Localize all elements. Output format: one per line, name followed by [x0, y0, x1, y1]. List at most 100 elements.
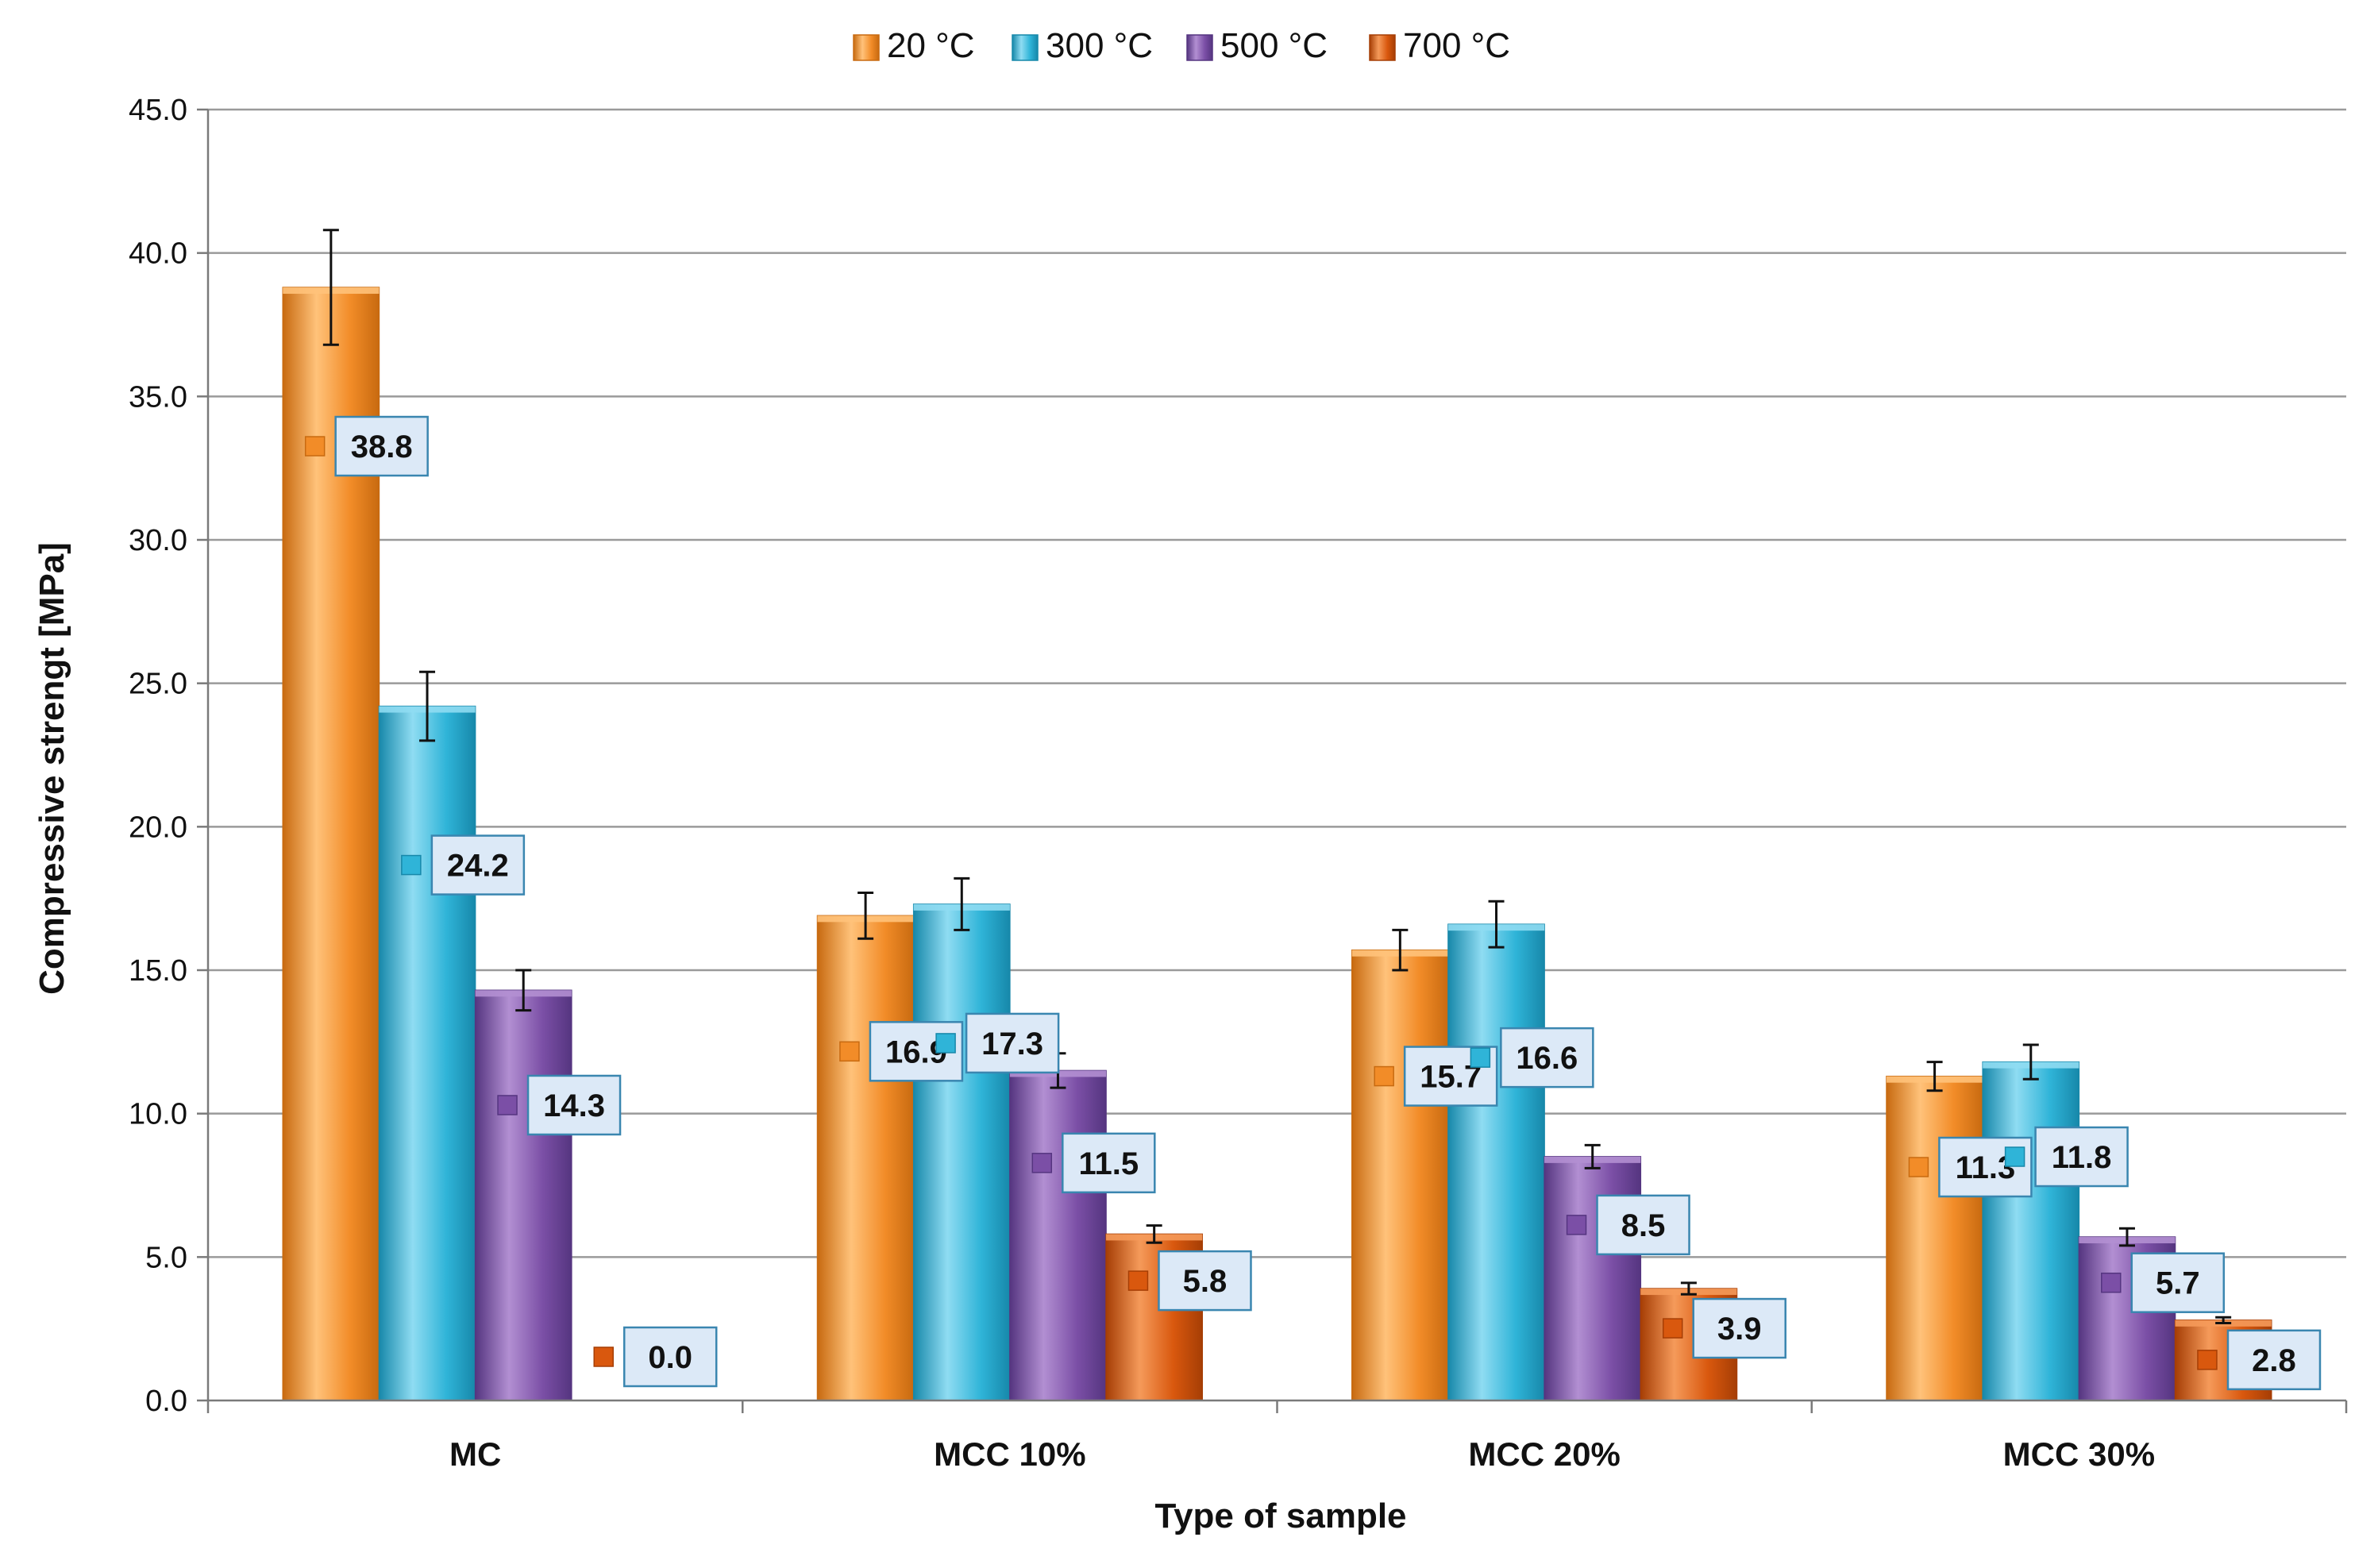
y-tick-label: 40.0	[129, 237, 187, 271]
y-tick-label: 45.0	[129, 94, 187, 127]
data-label: 5.7	[2101, 1252, 2226, 1313]
data-label-box	[526, 1074, 622, 1136]
data-label: 15.7	[1374, 1046, 1498, 1107]
legend-item: 300 °C	[1012, 26, 1153, 65]
data-label-text: 0.0	[648, 1340, 692, 1375]
y-tick-label: 15.0	[129, 954, 187, 988]
legend: 20 °C 300 °C 500 °C 700 °C	[853, 26, 1510, 65]
bar	[474, 989, 572, 1401]
data-label-box	[965, 1012, 1060, 1074]
x-category-label: MCC 20%	[1468, 1435, 1620, 1473]
data-label: 8.5	[1566, 1194, 1690, 1256]
data-label-box	[2034, 1126, 2129, 1188]
data-label: 38.8	[304, 415, 429, 477]
y-axis-ticks: 0.0 5.0 10.0 15.0 20.0 25.0 30.0 35.0 40.0 45.0	[129, 94, 208, 1418]
data-label: 5.8	[1127, 1250, 1252, 1312]
data-label-box	[1062, 1132, 1156, 1194]
data-label-box	[622, 1326, 718, 1388]
data-label-box	[1158, 1250, 1252, 1312]
data-label-box	[2226, 1329, 2322, 1391]
legend-swatch	[1186, 34, 1213, 61]
data-label: 3.9	[1662, 1297, 1786, 1359]
data-label-marker	[1470, 1047, 1491, 1068]
error-bars	[322, 229, 2232, 1324]
data-label-marker	[401, 854, 422, 876]
data-label-box	[1500, 1027, 1594, 1088]
data-label-marker	[2101, 1272, 2122, 1293]
data-label-marker	[1031, 1153, 1053, 1173]
data-label-marker	[1566, 1215, 1587, 1235]
bar	[1544, 1156, 1642, 1401]
data-labels: 38.816.915.711.324.217.3 16.611.814.311.5…	[304, 415, 2322, 1391]
data-label-box	[334, 415, 429, 477]
legend-swatch	[1012, 34, 1039, 61]
y-tick-label: 25.0	[129, 668, 187, 701]
data-label-text: 5.7	[2156, 1266, 2200, 1301]
data-label-text: 8.5	[1621, 1208, 1666, 1243]
y-tick-label: 5.0	[145, 1241, 187, 1274]
bar	[1447, 923, 1545, 1401]
bar	[1886, 1075, 1983, 1401]
bar	[912, 903, 1011, 1401]
x-axis-title: Type of sample	[1154, 1497, 1406, 1535]
data-label: 11.8	[2004, 1126, 2129, 1188]
data-label: 14.3	[497, 1074, 622, 1136]
data-label-marker	[2197, 1350, 2218, 1370]
x-category-label: MCC 30%	[2003, 1435, 2155, 1473]
y-tick-label: 35.0	[129, 380, 187, 414]
legend-item: 700 °C	[1369, 26, 1510, 65]
legend-swatch	[1369, 34, 1396, 61]
bar	[1009, 1069, 1107, 1401]
bars	[282, 287, 2272, 1401]
data-label-text: 5.8	[1183, 1264, 1228, 1299]
y-tick-label: 30.0	[129, 524, 187, 557]
data-label: 16.9	[839, 1021, 964, 1082]
y-tick-label: 20.0	[129, 811, 187, 844]
data-label-marker	[304, 436, 326, 457]
bar	[378, 705, 476, 1401]
data-label-marker	[1374, 1065, 1394, 1087]
data-label: 2.8	[2197, 1329, 2322, 1391]
data-label-marker	[593, 1346, 614, 1367]
data-label-box	[1596, 1194, 1690, 1256]
data-label-marker	[839, 1041, 860, 1062]
data-label-text: 38.8	[351, 430, 413, 464]
data-label: 11.5	[1031, 1132, 1156, 1194]
x-axis: MC MCC 10% MCC 20% MCC 30%	[206, 110, 2348, 1473]
data-label-text: 17.3	[981, 1027, 1043, 1061]
data-label-marker	[935, 1033, 956, 1054]
data-label-text: 11.5	[1078, 1146, 1139, 1181]
data-label-text: 24.2	[447, 849, 509, 884]
data-label-box	[2130, 1252, 2226, 1313]
data-label-box	[430, 834, 526, 896]
y-tick-label: 10.0	[129, 1098, 187, 1131]
bar	[816, 915, 915, 1401]
data-label: 0.0	[593, 1326, 718, 1388]
data-label-marker	[2004, 1146, 2025, 1167]
data-label-text: 3.9	[1717, 1312, 1762, 1346]
data-label-marker	[1908, 1157, 1929, 1177]
data-label-text: 14.3	[543, 1088, 605, 1123]
legend-label: 500 °C	[1220, 26, 1328, 65]
x-category-label: MCC 10%	[934, 1435, 1085, 1473]
legend-label: 300 °C	[1046, 26, 1153, 65]
legend-swatch	[853, 34, 880, 61]
y-tick-label: 0.0	[145, 1385, 187, 1418]
data-label: 17.3	[935, 1012, 1060, 1074]
legend-label: 20 °C	[887, 26, 975, 65]
data-label: 24.2	[401, 834, 526, 896]
legend-item: 20 °C	[853, 26, 975, 65]
data-label-text: 11.8	[2052, 1140, 2112, 1175]
data-label-text: 16.6	[1516, 1041, 1578, 1076]
data-label-box	[1692, 1297, 1786, 1359]
data-label: 16.6	[1470, 1027, 1594, 1088]
x-category-label: MC	[449, 1435, 501, 1473]
bar	[1982, 1061, 2080, 1401]
y-axis-title: Compressive strengt [MPa]	[33, 542, 71, 995]
data-label-text: 2.8	[2252, 1343, 2296, 1378]
bar	[1351, 949, 1449, 1401]
legend-item: 500 °C	[1186, 26, 1328, 65]
legend-label: 700 °C	[1403, 26, 1510, 65]
